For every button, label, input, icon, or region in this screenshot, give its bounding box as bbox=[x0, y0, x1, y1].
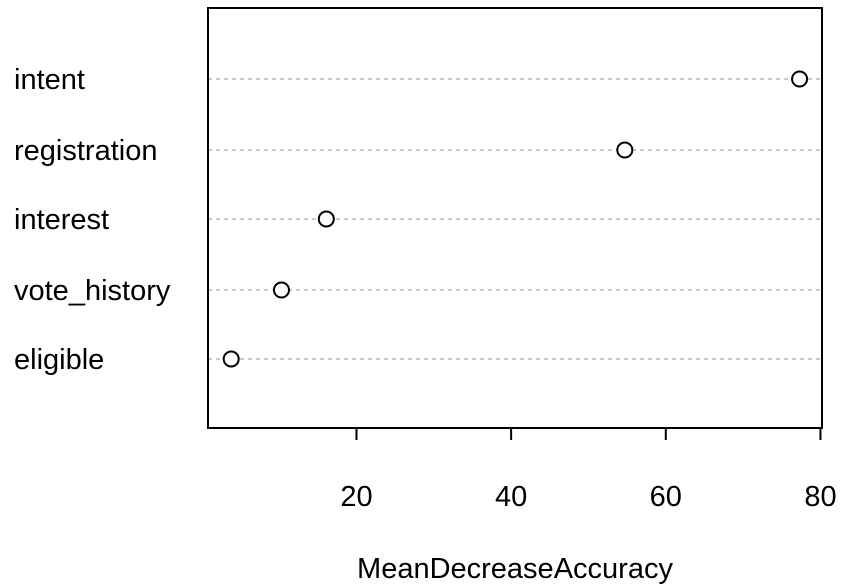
category-label: registration bbox=[14, 135, 157, 167]
category-label: interest bbox=[14, 204, 109, 236]
data-point bbox=[616, 141, 634, 159]
data-point bbox=[272, 281, 290, 299]
x-axis-title: MeanDecreaseAccuracy bbox=[357, 553, 673, 584]
plot-frame bbox=[207, 7, 823, 429]
category-label: eligible bbox=[14, 344, 104, 376]
x-axis: 20 40 60 80 bbox=[340, 428, 837, 513]
x-tick-label: 60 bbox=[650, 481, 682, 513]
category-labels: intent registration interest vote_historyel… bbox=[14, 64, 171, 376]
points bbox=[222, 70, 809, 368]
data-point bbox=[791, 70, 809, 88]
data-point bbox=[317, 210, 335, 228]
category-label: vote_history bbox=[14, 275, 171, 307]
gridlines bbox=[208, 78, 822, 360]
x-tick-label: 80 bbox=[804, 481, 836, 513]
data-point bbox=[222, 350, 240, 368]
x-tick-label: 40 bbox=[495, 481, 527, 513]
category-label: intent bbox=[14, 64, 85, 96]
x-tick-label: 20 bbox=[340, 481, 372, 513]
